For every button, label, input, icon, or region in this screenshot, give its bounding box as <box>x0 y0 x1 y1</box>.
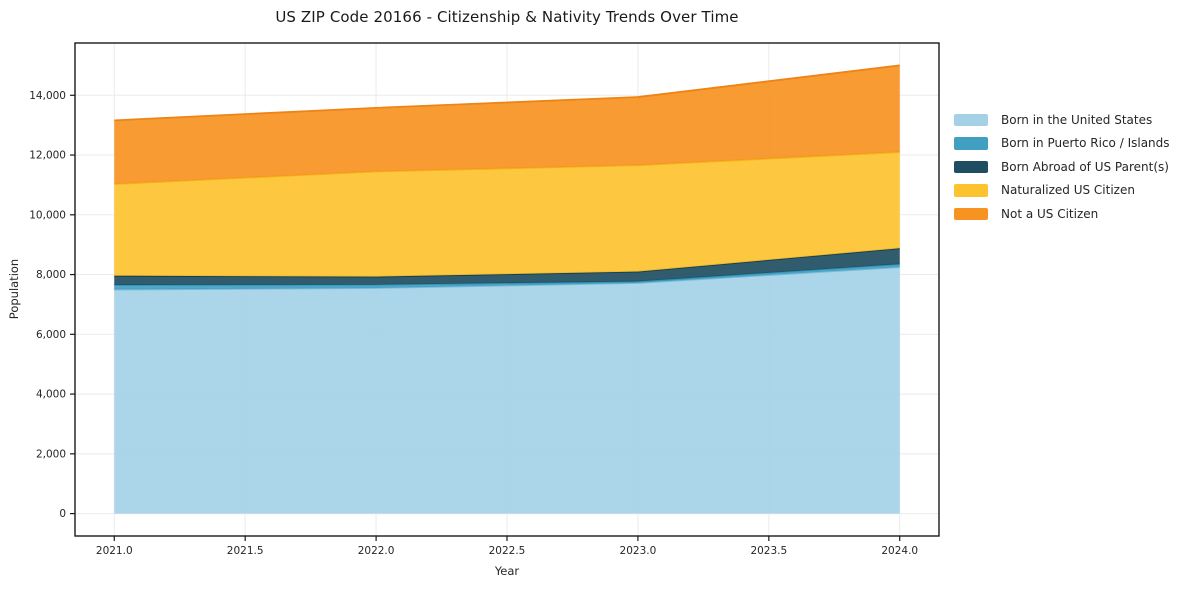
x-tick-label: 2022.5 <box>489 545 526 557</box>
chart-title: US ZIP Code 20166 - Citizenship & Nativi… <box>275 8 739 26</box>
y-tick-label: 8,000 <box>36 269 66 281</box>
x-tick-label: 2021.5 <box>227 545 264 557</box>
y-axis-label: Population <box>7 258 21 320</box>
legend-item: Not a US Citizen <box>954 202 1170 226</box>
x-tick-label: 2022.0 <box>358 545 395 557</box>
legend-item: Born in the United States <box>954 108 1170 132</box>
legend-swatch-icon <box>954 184 988 197</box>
legend-label: Born in Puerto Rico / Islands <box>1001 136 1170 151</box>
legend-item: Naturalized US Citizen <box>954 179 1170 203</box>
legend-label: Born Abroad of US Parent(s) <box>1001 159 1169 174</box>
y-tick-label: 14,000 <box>29 90 66 102</box>
legend-label: Naturalized US Citizen <box>1001 183 1135 198</box>
y-tick-label: 12,000 <box>29 150 66 162</box>
area-edge-line <box>114 64 900 122</box>
y-tick-label: 6,000 <box>36 329 66 341</box>
legend-swatch-icon <box>954 137 988 150</box>
legend: Born in the United States Born in Puerto … <box>954 108 1170 226</box>
legend-item: Born Abroad of US Parent(s) <box>954 155 1170 179</box>
area-series <box>114 65 900 185</box>
legend-label: Born in the United States <box>1001 112 1153 127</box>
legend-swatch-icon <box>954 113 988 126</box>
area-series <box>114 248 900 286</box>
x-tick-label: 2021.0 <box>96 545 133 557</box>
legend-swatch-icon <box>954 207 988 220</box>
y-tick-label: 10,000 <box>29 209 66 221</box>
legend-item: Born in Puerto Rico / Islands <box>954 132 1170 156</box>
x-tick-label: 2024.0 <box>881 545 918 557</box>
area-series <box>114 267 900 514</box>
x-tick-label: 2023.5 <box>750 545 787 557</box>
area-series <box>114 152 900 277</box>
legend-swatch-icon <box>954 160 988 173</box>
area-series <box>114 264 900 290</box>
x-tick-label: 2023.0 <box>620 545 657 557</box>
y-tick-label: 0 <box>59 508 66 520</box>
x-axis-label: Year <box>494 564 520 578</box>
legend-label: Not a US Citizen <box>1001 206 1099 221</box>
y-tick-label: 2,000 <box>36 448 66 460</box>
y-tick-label: 4,000 <box>36 389 66 401</box>
